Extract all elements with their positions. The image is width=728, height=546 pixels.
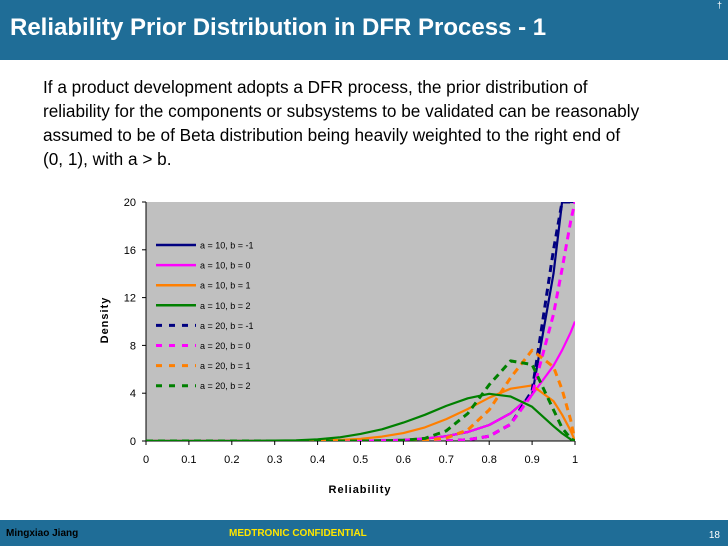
x-tick-label: 0.2 [224,454,239,466]
y-axis-label: Density [99,297,111,344]
page-number: 18 [708,530,720,541]
x-tick-label: 0.1 [181,454,196,466]
footer-confidential: MEDTRONIC CONFIDENTIAL [229,528,367,539]
corner-mark: † [716,0,722,10]
legend-label: a = 10, b = -1 [200,241,254,251]
x-tick-label: 0.9 [524,454,539,466]
x-tick-label: 0.5 [353,454,368,466]
x-tick-label: 0.3 [267,454,282,466]
y-tick-label: 16 [124,245,136,257]
x-tick-label: 0.4 [310,454,325,466]
legend-label: a = 10, b = 1 [200,281,251,291]
series-line-6 [146,202,575,441]
x-axis-label: Reliability [329,484,392,496]
density-chart: 0 4 8 12 16 20 0 0.1 0.2 0.3 0.4 0.5 0.6 0.7 0.8 0.9 1 a… [99,197,578,496]
x-tick-label: 0 [143,454,149,466]
legend-label: a = 20, b = 0 [200,341,251,351]
x-tick-label: 0.8 [482,454,497,466]
x-tick-label: 0.6 [396,454,411,466]
legend-label: a = 20, b = 2 [200,381,251,391]
legend-label: a = 10, b = 0 [200,261,251,271]
y-tick-label: 8 [130,340,136,352]
series-group [146,202,575,441]
legend-box [149,232,266,394]
x-tick-label: 0.7 [439,454,454,466]
legend-label: a = 20, b = 1 [200,361,251,371]
y-tick-label: 12 [124,293,136,305]
legend-label: a = 10, b = 2 [200,301,251,311]
slide-title: Reliability Prior Distribution in DFR Pr… [10,14,547,41]
series-line-2 [146,321,575,441]
footer-bar: Mingxiao Jiang MEDTRONIC CONFIDENTIAL 18 [0,520,728,546]
footer-author: Mingxiao Jiang [6,528,79,539]
series-line-7 [146,348,575,441]
title-bar: Reliability Prior Distribution in DFR Pr… [0,0,728,60]
intro-text: If a product development adopts a DFR pr… [43,77,640,169]
series-line-4 [146,392,575,441]
y-tick-label: 0 [130,436,136,448]
x-tick-label: 1 [572,454,578,466]
series-line-8 [146,359,575,441]
legend: a = 10, b = -1 a = 10, b = 0 a = 10, b = 1… [149,232,266,394]
y-tick-label: 4 [130,388,136,400]
series-line-3 [146,384,575,441]
y-tick-label: 20 [124,197,136,209]
legend-label: a = 20, b = -1 [200,321,254,331]
